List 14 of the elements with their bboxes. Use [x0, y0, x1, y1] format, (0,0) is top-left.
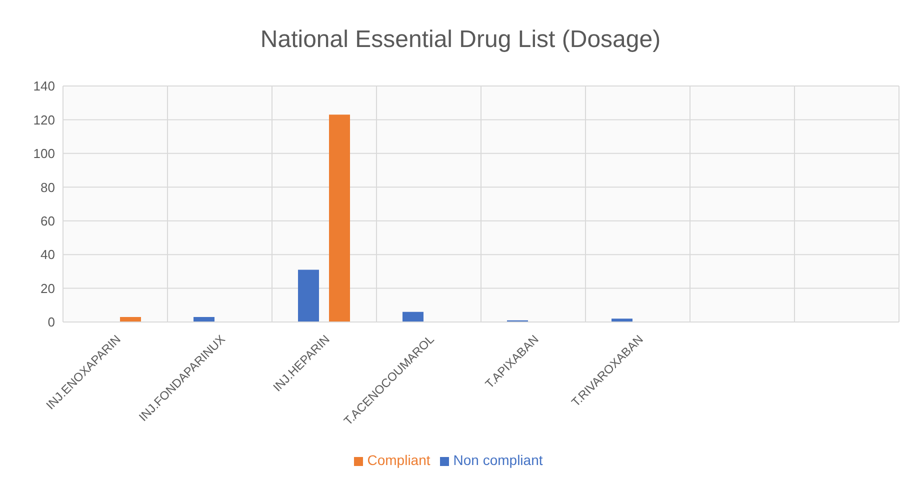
bar [329, 114, 350, 322]
y-tick-label: 100 [33, 146, 55, 162]
chart-title: National Essential Drug List (Dosage) [259, 25, 662, 55]
legend-label: Compliant [367, 452, 430, 468]
y-tick-label: 0 [48, 314, 55, 330]
y-tick-label: 140 [33, 78, 55, 94]
bar [298, 270, 319, 322]
legend-label: Non compliant [453, 452, 543, 468]
y-tick-label: 80 [40, 180, 55, 195]
y-tick-label: 60 [40, 213, 55, 228]
y-tick-label: 40 [40, 247, 55, 262]
y-tick-label: 20 [40, 280, 55, 296]
y-tick-label: 120 [33, 112, 55, 128]
bar [402, 312, 424, 322]
